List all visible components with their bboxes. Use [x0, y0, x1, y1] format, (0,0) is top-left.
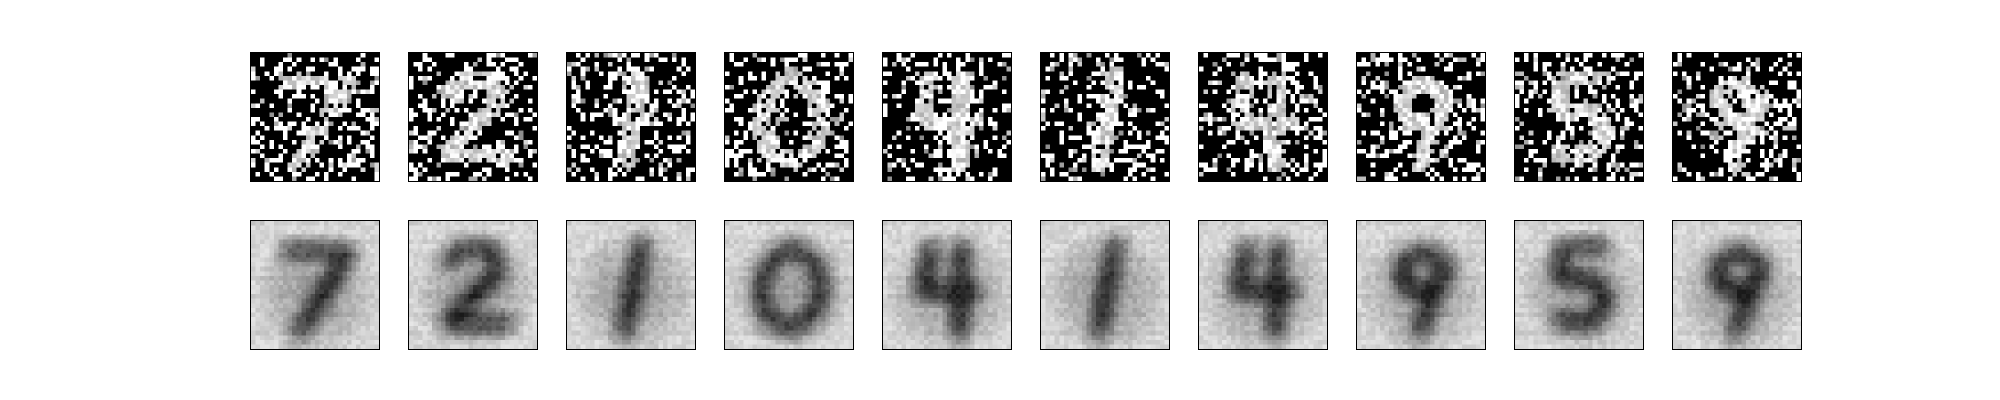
noisy-input-image-7	[1198, 52, 1328, 182]
denoised-output-pixels-4	[725, 221, 853, 349]
noisy-input-pixels-2	[409, 53, 537, 181]
denoised-output-image-3	[566, 220, 696, 350]
denoised-output-pixels-3	[567, 221, 695, 349]
noisy-input-pixels-10	[1673, 53, 1801, 181]
denoised-output-image-5	[882, 220, 1012, 350]
noisy-input-image-6	[1040, 52, 1170, 182]
noisy-input-pixels-1	[251, 53, 379, 181]
denoised-output-pixels-5	[883, 221, 1011, 349]
denoised-output-image-7	[1198, 220, 1328, 350]
denoised-output-image-8	[1356, 220, 1486, 350]
noisy-input-pixels-6	[1041, 53, 1169, 181]
noisy-input-image-1	[250, 52, 380, 182]
noisy-input-image-9	[1514, 52, 1644, 182]
noisy-input-pixels-8	[1357, 53, 1485, 181]
noisy-input-pixels-5	[883, 53, 1011, 181]
denoised-output-pixels-2	[409, 221, 537, 349]
denoised-output-image-9	[1514, 220, 1644, 350]
noisy-input-pixels-9	[1515, 53, 1643, 181]
noisy-input-image-5	[882, 52, 1012, 182]
noisy-input-pixels-4	[725, 53, 853, 181]
denoised-output-image-2	[408, 220, 538, 350]
denoised-output-pixels-6	[1041, 221, 1169, 349]
denoised-output-image-10	[1672, 220, 1802, 350]
denoised-output-pixels-9	[1515, 221, 1643, 349]
denoised-output-image-6	[1040, 220, 1170, 350]
denoised-output-image-4	[724, 220, 854, 350]
noisy-input-pixels-7	[1199, 53, 1327, 181]
denoised-output-pixels-1	[251, 221, 379, 349]
noisy-input-image-3	[566, 52, 696, 182]
denoised-output-pixels-8	[1357, 221, 1485, 349]
noisy-input-image-4	[724, 52, 854, 182]
noisy-input-image-8	[1356, 52, 1486, 182]
denoised-output-pixels-7	[1199, 221, 1327, 349]
noisy-input-image-10	[1672, 52, 1802, 182]
denoised-output-pixels-10	[1673, 221, 1801, 349]
denoised-output-image-1	[250, 220, 380, 350]
noisy-input-image-2	[408, 52, 538, 182]
noisy-input-pixels-3	[567, 53, 695, 181]
